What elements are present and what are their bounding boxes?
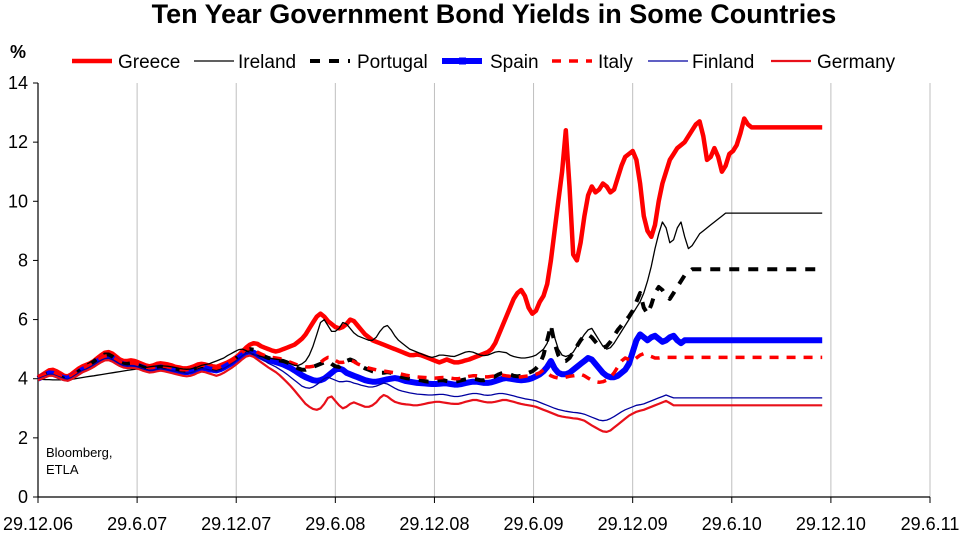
legend-marker-spain (459, 57, 466, 65)
y-tick-label: 4 (18, 369, 28, 389)
y-tick-label: 0 (18, 487, 28, 507)
chart-title: Ten Year Government Bond Yields in Some … (152, 0, 837, 29)
x-tick-label: 29.6.08 (305, 514, 365, 533)
y-tick-labels: 0 2 4 6 8 10 12 14 (8, 73, 38, 507)
x-tick-labels: 29.12.06 29.6.07 29.12.07 29.6.08 29.12.08 29… (3, 497, 959, 533)
x-tick-label: 29.12.08 (399, 514, 469, 533)
y-tick-label: 12 (8, 132, 28, 152)
x-tick-label: 29.6.09 (504, 514, 564, 533)
grid-lines (37, 83, 931, 497)
x-tick-label: 29.6.11 (901, 514, 960, 533)
series-line-portugal (37, 267, 823, 384)
x-tick-label: 29.6.10 (702, 514, 762, 533)
y-axis-label: % (10, 42, 26, 62)
x-tick-label: 29.6.07 (107, 514, 167, 533)
x-tick-label: 29.12.09 (598, 514, 668, 533)
legend-label-italy: Italy (598, 52, 633, 73)
legend-label-ireland: Ireland (238, 52, 296, 73)
legend: Greece Ireland Portugal Spain Italy Finland Ge… (72, 52, 896, 73)
legend-label-finland: Finland (692, 52, 754, 73)
source-note-line-2: ETLA (46, 462, 79, 477)
y-tick-label: 8 (18, 250, 28, 270)
series-line-germany (37, 354, 823, 433)
series-line-spain (36, 331, 823, 388)
y-tick-label: 6 (18, 310, 28, 330)
series-line-greece (36, 116, 823, 380)
y-tick-label: 14 (8, 73, 28, 93)
legend-label-greece: Greece (118, 52, 180, 73)
y-tick-label: 2 (18, 428, 28, 448)
legend-label-germany: Germany (817, 52, 896, 73)
legend-label-spain: Spain (490, 52, 539, 73)
x-tick-label: 29.12.06 (3, 514, 73, 533)
x-tick-label: 29.12.07 (201, 514, 271, 533)
y-tick-label: 10 (8, 191, 28, 211)
series-line-finland (37, 352, 823, 422)
legend-label-portugal: Portugal (357, 52, 428, 73)
source-note-line-1: Bloomberg, (46, 445, 112, 460)
axes (37, 83, 930, 498)
series-lines (36, 116, 823, 433)
series-line-ireland (38, 212, 823, 381)
x-tick-label: 29.12.10 (796, 514, 866, 533)
